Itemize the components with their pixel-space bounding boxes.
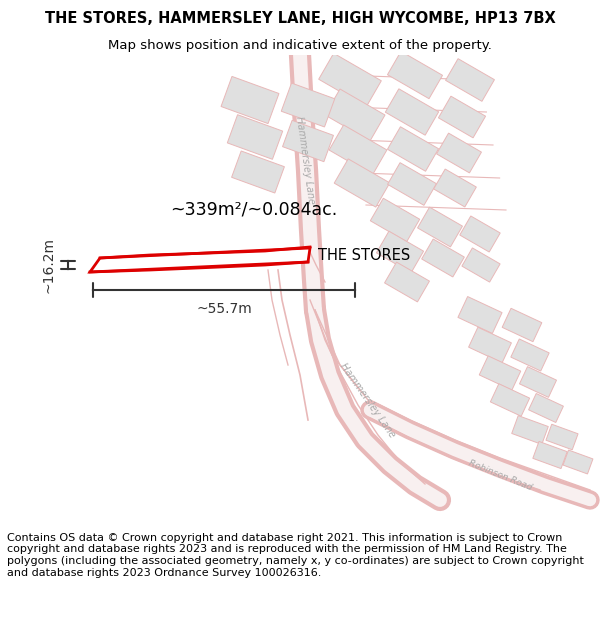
Text: Hammersley Lane: Hammersley Lane (338, 361, 398, 439)
Bar (388, 51, 443, 99)
Polygon shape (90, 248, 310, 272)
Bar (533, 441, 567, 469)
Bar (502, 308, 542, 342)
Text: Robinson Road: Robinson Road (467, 458, 533, 492)
Bar (370, 198, 419, 242)
Bar (469, 328, 511, 362)
Text: ~339m²/~0.084ac.: ~339m²/~0.084ac. (170, 201, 337, 219)
Bar (385, 89, 439, 135)
Bar (563, 450, 593, 474)
Bar (281, 83, 335, 127)
Text: ~16.2m: ~16.2m (42, 237, 56, 293)
Bar (329, 125, 387, 175)
Bar (512, 416, 548, 444)
Bar (434, 169, 476, 207)
Bar (319, 53, 382, 107)
Bar (439, 96, 485, 138)
Text: THE STORES, HAMMERSLEY LANE, HIGH WYCOMBE, HP13 7BX: THE STORES, HAMMERSLEY LANE, HIGH WYCOMB… (44, 11, 556, 26)
Bar (462, 248, 500, 282)
Bar (490, 384, 530, 416)
Bar (388, 127, 439, 171)
Bar (460, 216, 500, 252)
Bar (376, 231, 424, 273)
Bar (388, 162, 436, 206)
Bar (227, 115, 283, 159)
Text: THE STORES: THE STORES (318, 248, 410, 262)
Bar (446, 59, 494, 101)
Text: Contains OS data © Crown copyright and database right 2021. This information is : Contains OS data © Crown copyright and d… (7, 533, 584, 578)
Bar (511, 339, 549, 371)
Text: ~55.7m: ~55.7m (196, 302, 252, 316)
Bar (529, 394, 563, 422)
Bar (283, 121, 334, 162)
Bar (325, 89, 385, 141)
Bar (385, 262, 430, 302)
Bar (546, 424, 578, 450)
Bar (232, 151, 284, 193)
Bar (437, 133, 481, 173)
Bar (221, 76, 279, 124)
Bar (334, 159, 390, 207)
Bar (520, 367, 557, 398)
Bar (458, 296, 502, 334)
Bar (418, 207, 463, 247)
Bar (422, 239, 464, 277)
Text: Map shows position and indicative extent of the property.: Map shows position and indicative extent… (108, 39, 492, 51)
Bar (479, 356, 521, 390)
Text: Hammersley Lane: Hammersley Lane (294, 116, 316, 204)
